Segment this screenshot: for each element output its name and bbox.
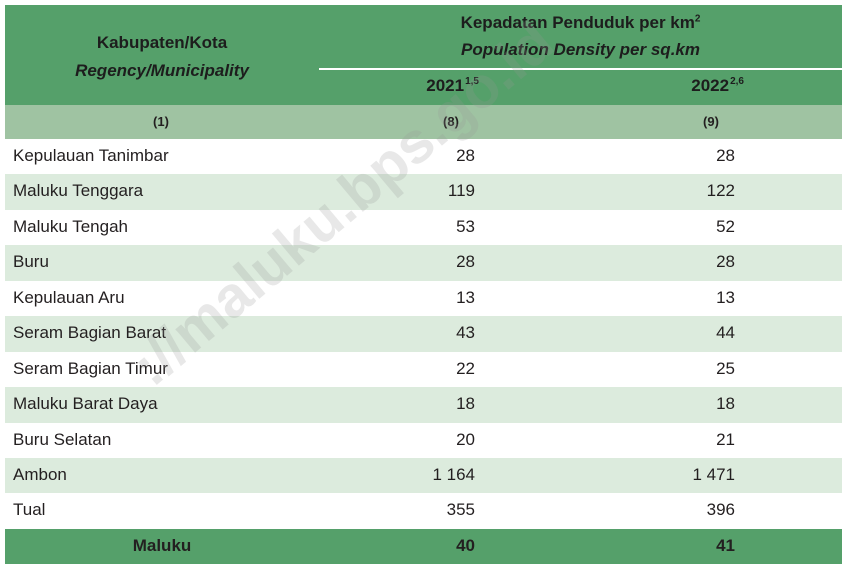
row-name: Seram Bagian Timur — [13, 358, 168, 378]
table-header: Kabupaten/Kota Regency/Municipality Kepa… — [5, 5, 842, 105]
row-value-2022: 122 — [706, 181, 735, 201]
header-year-2021: 20211,5 — [319, 76, 479, 96]
table-row: Maluku Tenggara 119 122 — [5, 174, 842, 210]
header-density-title: Kepadatan Penduduk per km2 — [319, 13, 842, 33]
total-value-2022: 41 — [716, 535, 735, 555]
row-value-2021: 43 — [456, 323, 475, 343]
header-density-title-text: Kepadatan Penduduk per km — [460, 13, 695, 32]
year-2022-sup: 2,6 — [730, 76, 744, 87]
header-density-title-sup: 2 — [694, 13, 701, 25]
row-value-2021: 119 — [447, 181, 475, 201]
header-regency-column: Kabupaten/Kota Regency/Municipality — [5, 5, 319, 105]
table-row: Seram Bagian Timur 22 25 — [5, 352, 842, 387]
row-value-2022: 21 — [716, 429, 735, 449]
row-name: Ambon — [13, 464, 67, 484]
header-regency-subtitle: Regency/Municipality — [75, 61, 249, 80]
table-row: Buru Selatan 20 21 — [5, 423, 842, 458]
row-name: Seram Bagian Barat — [13, 323, 167, 343]
column-number-8: (8) — [443, 114, 459, 129]
header-regency-title: Kabupaten/Kota — [96, 33, 228, 52]
row-name: Maluku Barat Daya — [13, 394, 158, 414]
row-value-2022: 396 — [706, 500, 735, 520]
row-value-2022: 1 471 — [692, 464, 735, 484]
row-value-2022: 18 — [716, 394, 735, 414]
row-value-2021: 20 — [456, 429, 475, 449]
table-row: Maluku Barat Daya 18 18 — [5, 387, 842, 423]
row-name: Maluku Tengah — [13, 216, 128, 236]
table-row: Maluku Tengah 53 52 — [5, 210, 842, 245]
total-name: Maluku — [132, 535, 192, 555]
table-row: Ambon 1 164 1 471 — [5, 457, 842, 494]
header-density-column: Kepadatan Penduduk per km2 Population De… — [319, 5, 842, 105]
row-value-2022: 44 — [716, 323, 735, 343]
row-name: Buru Selatan — [13, 429, 112, 449]
row-value-2021: 18 — [456, 394, 475, 414]
row-value-2022: 28 — [716, 146, 735, 165]
table-body: Kepulauan Tanimbar 28 28 Maluku Tenggara 11… — [5, 139, 842, 529]
column-number-9: (9) — [703, 114, 719, 129]
year-2022-label: 2022 — [691, 76, 730, 95]
table-row: Buru 28 28 — [5, 245, 842, 281]
row-name: Tual — [13, 500, 46, 520]
table-row: Kepulauan Tanimbar 28 28 — [5, 139, 842, 174]
row-value-2021: 28 — [456, 252, 475, 272]
row-value-2021: 28 — [456, 146, 475, 165]
row-value-2022: 28 — [716, 252, 735, 272]
row-value-2021: 22 — [456, 358, 475, 378]
year-2021-label: 2021 — [426, 76, 465, 95]
table-row: Tual 355 396 — [5, 493, 842, 528]
row-value-2022: 52 — [716, 216, 735, 236]
table-row: Seram Bagian Barat 43 44 — [5, 316, 842, 352]
row-value-2022: 25 — [716, 358, 735, 378]
row-name: Kepulauan Aru — [13, 287, 125, 307]
row-name: Kepulauan Tanimbar — [13, 146, 169, 165]
total-value-2021: 40 — [456, 535, 475, 555]
population-density-table: Kabupaten/Kota Regency/Municipality Kepa… — [5, 5, 842, 564]
column-number-1: (1) — [153, 114, 169, 129]
total-row: Maluku 40 41 — [5, 528, 842, 564]
table-row: Kepulauan Aru 13 13 — [5, 281, 842, 316]
row-name: Buru — [13, 252, 49, 272]
year-2021-sup: 1,5 — [465, 76, 479, 87]
row-value-2021: 13 — [456, 287, 475, 307]
row-value-2022: 13 — [716, 287, 735, 307]
row-value-2021: 355 — [446, 500, 475, 520]
header-year-2022: 20222,6 — [319, 76, 744, 96]
row-name: Maluku Tenggara — [13, 181, 144, 201]
header-density-subtitle: Population Density per sq.km — [461, 40, 700, 59]
row-value-2021: 1 164 — [432, 464, 475, 484]
column-number-row: (1) (8) (9) — [5, 105, 842, 139]
row-value-2021: 53 — [456, 216, 475, 236]
header-divider — [319, 68, 842, 70]
